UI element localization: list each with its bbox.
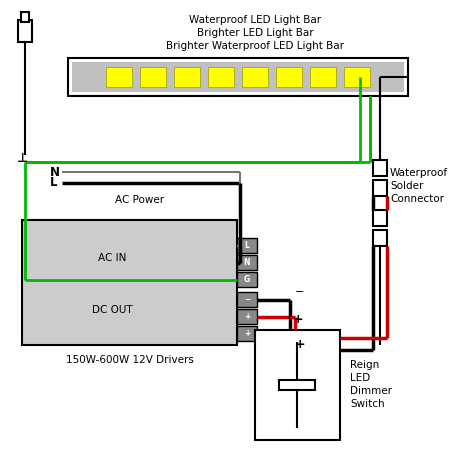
- Bar: [237, 238, 257, 253]
- Text: AC IN: AC IN: [98, 253, 126, 263]
- Text: +: +: [244, 329, 250, 338]
- Bar: [237, 255, 257, 270]
- Text: +: +: [292, 313, 303, 326]
- Text: 150W-600W 12V Drivers: 150W-600W 12V Drivers: [65, 355, 193, 365]
- Text: Dimmer: Dimmer: [350, 386, 392, 396]
- Bar: [373, 210, 387, 226]
- Text: DC OUT: DC OUT: [91, 305, 132, 315]
- Bar: [373, 160, 387, 176]
- Bar: [18, 20, 32, 42]
- Text: G: G: [244, 275, 250, 284]
- Bar: [344, 67, 370, 87]
- Text: −: −: [295, 286, 305, 297]
- Text: +: +: [244, 312, 250, 321]
- Bar: [237, 326, 257, 341]
- Bar: [174, 67, 200, 87]
- Text: Solder: Solder: [390, 181, 423, 191]
- Bar: [21, 12, 29, 22]
- Bar: [106, 67, 132, 87]
- Bar: [237, 272, 257, 287]
- Bar: [140, 67, 166, 87]
- Bar: [237, 309, 257, 324]
- Text: LED: LED: [350, 373, 370, 383]
- Text: Brighter Waterproof LED Light Bar: Brighter Waterproof LED Light Bar: [166, 41, 344, 51]
- Text: Connector: Connector: [390, 194, 444, 204]
- Bar: [237, 292, 257, 307]
- Text: N: N: [50, 165, 60, 179]
- Bar: [310, 67, 336, 87]
- Bar: [68, 58, 408, 96]
- Bar: [72, 62, 404, 92]
- Bar: [373, 230, 387, 246]
- Text: N: N: [244, 258, 250, 267]
- Text: AC Power: AC Power: [116, 195, 164, 205]
- Text: +: +: [295, 338, 305, 352]
- Text: Switch: Switch: [350, 399, 384, 409]
- Bar: [280, 380, 316, 390]
- Bar: [373, 180, 387, 196]
- Text: Reign: Reign: [350, 360, 379, 370]
- Bar: [208, 67, 234, 87]
- Bar: [276, 67, 302, 87]
- Text: ⊥: ⊥: [18, 152, 29, 165]
- Text: L: L: [245, 241, 249, 250]
- Text: Waterproof LED Light Bar: Waterproof LED Light Bar: [189, 15, 321, 25]
- Bar: [242, 67, 268, 87]
- Bar: [255, 330, 340, 440]
- Bar: [22, 220, 237, 345]
- Text: Waterproof: Waterproof: [390, 168, 448, 178]
- Text: Brighter LED Light Bar: Brighter LED Light Bar: [197, 28, 313, 38]
- Text: −: −: [244, 295, 250, 304]
- Text: L: L: [50, 176, 57, 190]
